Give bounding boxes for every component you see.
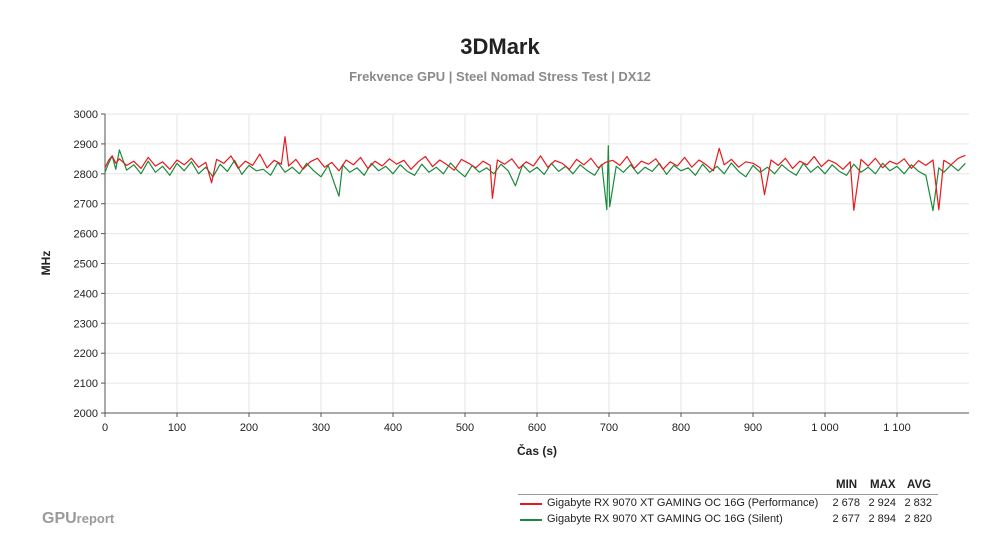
y-tick-label: 2100	[74, 378, 98, 390]
legend-swatch-silent	[520, 519, 542, 521]
series-line-silent	[104, 145, 966, 212]
x-tick-label: 700	[600, 422, 618, 434]
chart-title: 3DMark	[460, 34, 540, 59]
max-header: MAX	[870, 479, 896, 491]
avg-header: AVG	[907, 479, 932, 491]
x-tick-label: 400	[384, 422, 402, 434]
legend-stats-table: MIN MAX AVG Gigabyte RX 9070 XT GAMING O…	[518, 478, 938, 527]
grid-lines	[105, 113, 969, 413]
min-value: 2 677	[832, 513, 860, 525]
y-tick-label: 2200	[74, 348, 98, 360]
legend-row-performance: Gigabyte RX 9070 XT GAMING OC 16G (Perfo…	[518, 497, 938, 511]
legend-label: Gigabyte RX 9070 XT GAMING OC 16G (Silen…	[547, 513, 783, 525]
legend-swatch-performance	[520, 503, 542, 505]
avg-value: 2 820	[904, 513, 932, 525]
series-lines	[104, 136, 966, 212]
y-tick-label: 2400	[74, 288, 98, 300]
x-tick-label: 900	[744, 422, 762, 434]
y-axis-label: MHz	[39, 251, 53, 276]
x-tick-label: 0	[102, 422, 108, 434]
x-tick-label: 300	[312, 422, 330, 434]
x-tick-label: 500	[456, 422, 474, 434]
x-tick-label: 600	[528, 422, 546, 434]
stats-header-row: MIN MAX AVG	[518, 478, 938, 495]
y-tick-label: 2800	[74, 169, 98, 181]
logo-main-text: GPU	[42, 510, 77, 527]
y-tick-label: 2000	[74, 408, 98, 420]
x-tick-label: 1 100	[883, 422, 911, 434]
x-axis-label: Čas (s)	[517, 443, 557, 458]
logo-small-text: report	[76, 511, 115, 526]
x-tick-label: 1 000	[811, 422, 839, 434]
min-header: MIN	[836, 479, 858, 491]
x-tick-label: 800	[672, 422, 690, 434]
avg-value: 2 832	[904, 497, 932, 509]
max-value: 2 894	[868, 513, 896, 525]
chart-subtitle: Frekvence GPU | Steel Nomad Stress Test …	[349, 69, 651, 84]
y-tick-label: 2300	[74, 318, 98, 330]
axes	[101, 113, 969, 417]
y-tick-label: 2700	[74, 199, 98, 211]
legend-row-silent: Gigabyte RX 9070 XT GAMING OC 16G (Silen…	[518, 513, 938, 527]
tick-labels: 2000210022002300240025002600270028002900…	[74, 109, 911, 434]
x-tick-label: 100	[168, 422, 186, 434]
y-tick-label: 2600	[74, 229, 98, 241]
y-tick-label: 3000	[74, 109, 98, 121]
min-value: 2 678	[832, 497, 860, 509]
max-value: 2 924	[868, 497, 896, 509]
legend-label: Gigabyte RX 9070 XT GAMING OC 16G (Perfo…	[547, 497, 819, 509]
y-tick-label: 2500	[74, 259, 98, 271]
series-line-performance	[104, 136, 966, 211]
gpureport-logo: GPUreport	[42, 510, 114, 528]
y-tick-label: 2900	[74, 139, 98, 151]
x-tick-label: 200	[240, 422, 258, 434]
